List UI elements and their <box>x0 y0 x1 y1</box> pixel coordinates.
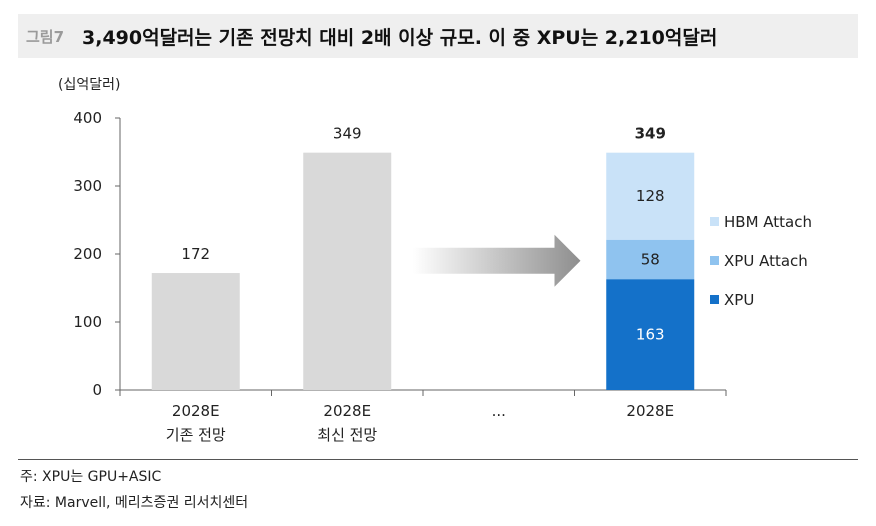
footnote: 주: XPU는 GPU+ASIC <box>20 469 162 485</box>
segment-value-label: 128 <box>636 187 665 205</box>
legend-label: XPU <box>724 291 754 309</box>
figure-label: 그림7 <box>26 28 65 46</box>
stacked-segment <box>606 279 695 390</box>
y-tick-label: 0 <box>92 381 102 399</box>
y-tick-label: 300 <box>73 177 102 195</box>
x-category-sublabel: 기존 전망 <box>166 426 226 444</box>
chart-title: 3,490억달러는 기존 전망치 대비 2배 이상 규모. 이 중 XPU는 2… <box>82 27 718 49</box>
unit-label: (십억달러) <box>58 77 121 93</box>
stacked-segment <box>606 152 695 240</box>
source-note: 자료: Marvell, 메리츠증권 리서치센터 <box>20 495 249 511</box>
legend-swatch <box>710 217 719 226</box>
transition-arrow <box>413 234 581 287</box>
y-tick-label: 200 <box>73 245 102 263</box>
x-category-label: 2028E <box>172 402 220 420</box>
legend-label: HBM Attach <box>724 213 812 231</box>
legend-swatch <box>710 256 719 265</box>
bar-chart: 0 100 200 300 400 2028E 기존 전망 2028E 최신 전망... 2028… <box>73 109 812 444</box>
x-category-label: 2028E <box>626 402 674 420</box>
footer-divider <box>18 459 858 460</box>
bar-value-label: 349 <box>333 125 362 143</box>
legend-label: XPU Attach <box>724 252 808 270</box>
segment-value-label: 163 <box>636 326 665 344</box>
segment-value-label: 58 <box>641 250 660 268</box>
bar <box>303 152 392 390</box>
title-bar: 그림7 3,490억달러는 기존 전망치 대비 2배 이상 규모. 이 중 XP… <box>18 14 858 58</box>
y-tick-label: 400 <box>73 109 102 127</box>
legend-swatch <box>710 295 719 304</box>
stacked-segment <box>606 239 695 280</box>
x-category-sublabel: 최신 전망 <box>317 426 377 444</box>
x-category-label: 2028E <box>323 402 371 420</box>
stacked-total-label: 349 <box>635 125 666 143</box>
x-category-label: ... <box>492 402 506 420</box>
bar-value-label: 172 <box>181 245 210 263</box>
y-tick-label: 100 <box>73 313 102 331</box>
bar <box>151 273 240 390</box>
